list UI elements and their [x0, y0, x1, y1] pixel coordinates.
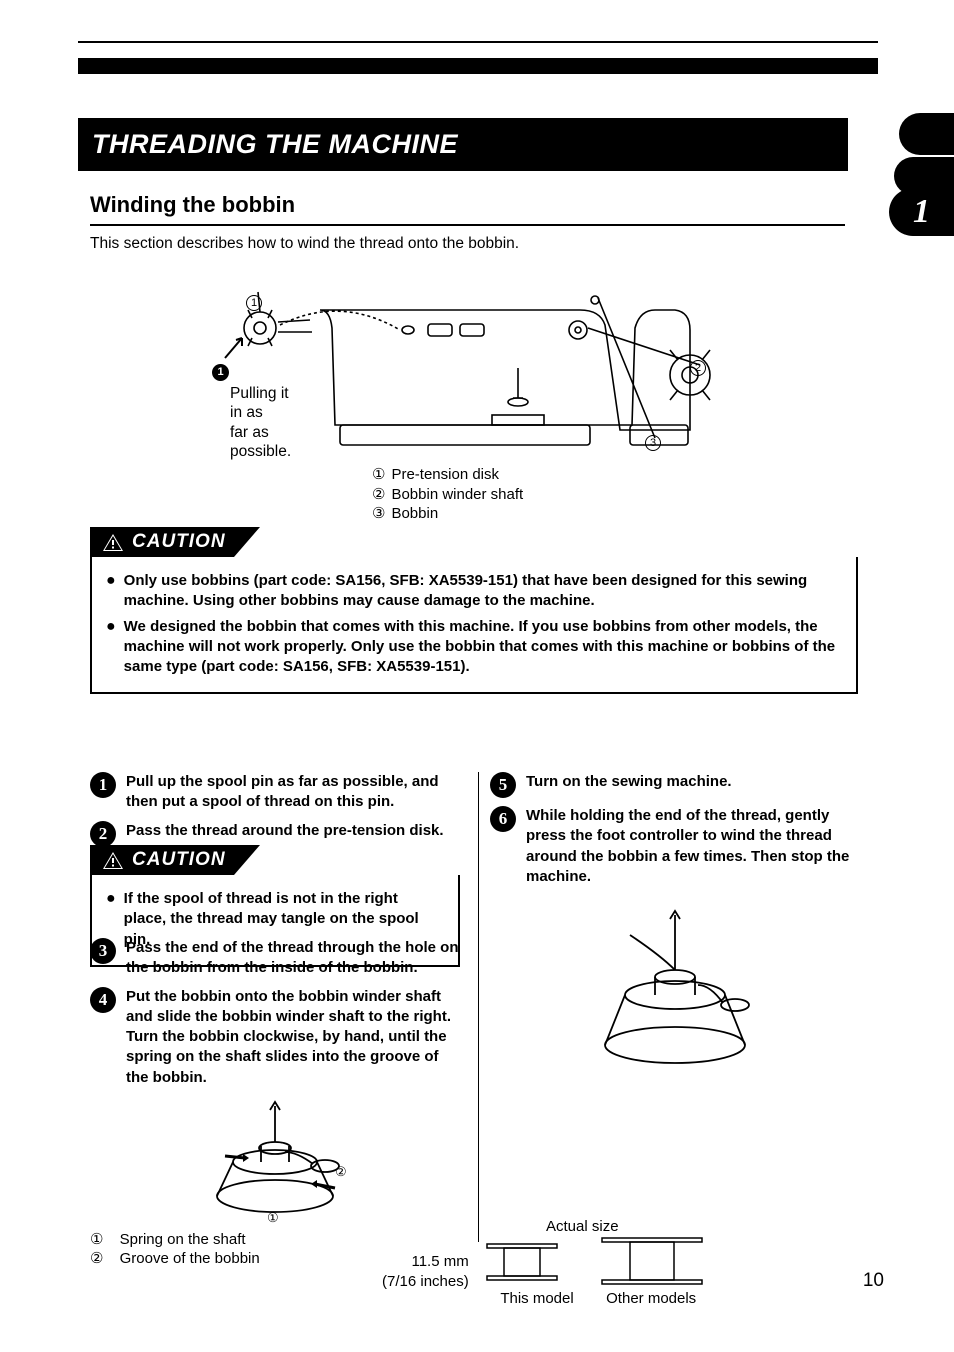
callout-2: 2 — [690, 358, 706, 376]
spring-legend: ① Spring on the shaft ② Groove of the bo… — [90, 1230, 460, 1269]
spring-groove-diagram: ① ② — [175, 1096, 375, 1226]
legend-label: Bobbin — [391, 504, 438, 524]
caution-label: CAUTION — [132, 849, 226, 871]
actual-size-title: Actual size — [546, 1218, 619, 1235]
svg-text:①: ① — [267, 1210, 279, 1225]
subsection-heading: Winding the bobbin — [90, 192, 845, 226]
caution-label: CAUTION — [132, 531, 226, 553]
chapter-tab: 1 — [889, 188, 954, 236]
step-text: Pull up the spool pin as far as possible… — [126, 772, 460, 813]
top-thin-rule — [78, 41, 878, 43]
warning-icon — [102, 851, 124, 870]
step-badge: 6 — [490, 806, 516, 832]
bobbin-size-diagram — [482, 1236, 712, 1286]
legend-label: Groove of the bobbin — [120, 1249, 260, 1269]
step-badge: 4 — [90, 987, 116, 1013]
subsection-heading-text: Winding the bobbin — [90, 192, 295, 217]
side-tab-deco — [899, 113, 954, 155]
callout-3: 3 — [645, 433, 661, 451]
diagram-legend: ① Pre-tension disk ② Bobbin winder shaft ③… — [372, 465, 523, 524]
legend-label: Bobbin winder shaft — [391, 485, 523, 505]
callout-1: 1 — [246, 293, 262, 311]
steps-left-lower: 3 Pass the end of the thread through the … — [90, 938, 460, 1269]
steps-right-col: 5 Turn on the sewing machine. 6 While hold… — [490, 772, 860, 1075]
step-text: Turn on the sewing machine. — [526, 772, 860, 798]
legend-label: Pre-tension disk — [391, 465, 499, 485]
step-text: Pass the thread around the pre-tension d… — [126, 821, 460, 847]
section-heading: THREADING THE MACHINE — [78, 118, 848, 171]
caution-item: We designed the bobbin that comes with t… — [124, 617, 842, 678]
legend-num: ② — [372, 485, 385, 505]
legend-num: ③ — [372, 504, 385, 524]
step-badge: 3 — [90, 938, 116, 964]
step-badge: 1 — [90, 772, 116, 798]
callout-bullet: 1 — [212, 362, 229, 381]
legend-num: ② — [90, 1249, 103, 1269]
section-heading-text: THREADING THE MACHINE — [92, 129, 458, 159]
top-thick-rule — [78, 58, 878, 74]
bobbin-wind-diagram — [570, 905, 780, 1075]
chapter-tab-number: 1 — [913, 193, 930, 231]
step-text: Put the bobbin onto the bobbin winder sh… — [126, 987, 460, 1088]
caution-banner: CAUTION — [90, 845, 460, 875]
page-number: 10 — [863, 1270, 884, 1292]
step-badge: 5 — [490, 772, 516, 798]
legend-label: Spring on the shaft — [120, 1230, 246, 1250]
step-text: Pass the end of the thread through the h… — [126, 938, 460, 979]
caution-box: ●Only use bobbins (part code: SA156, SFB… — [90, 557, 858, 694]
step-badge: 2 — [90, 821, 116, 847]
caution-banner: CAUTION — [90, 527, 858, 557]
intro-text: This section describes how to wind the t… — [90, 235, 519, 253]
legend-num: ① — [372, 465, 385, 485]
other-models-label: Other models — [596, 1290, 706, 1307]
callout-bullet-text: Pulling it in as far as possible. — [230, 384, 291, 462]
legend-num: ① — [90, 1230, 103, 1250]
svg-text:②: ② — [335, 1164, 347, 1179]
warning-icon — [102, 533, 124, 552]
step-text: While holding the end of the thread, gen… — [526, 806, 860, 887]
this-model-label: This model — [482, 1290, 592, 1307]
column-divider — [478, 772, 479, 1242]
caution-item: Only use bobbins (part code: SA156, SFB:… — [124, 571, 842, 612]
